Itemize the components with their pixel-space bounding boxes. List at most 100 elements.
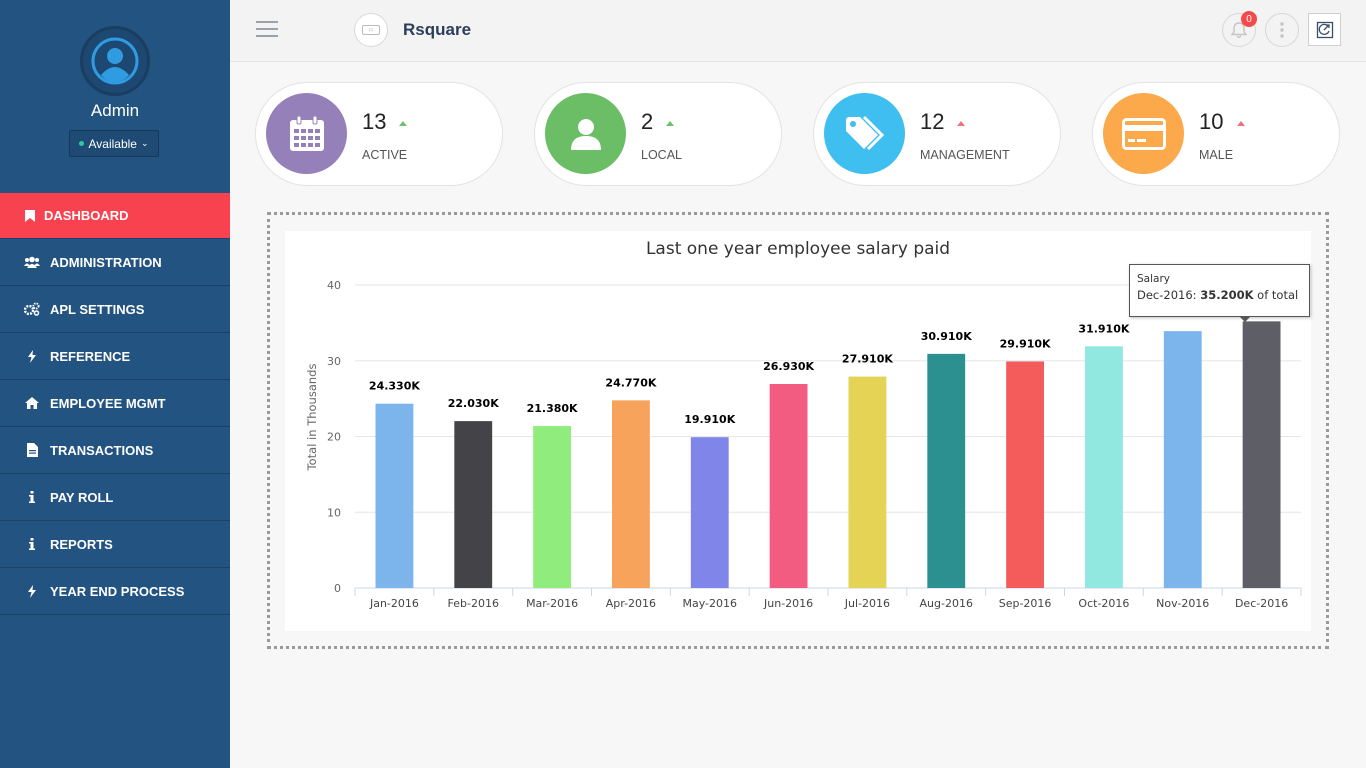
more-options-button[interactable] — [1265, 13, 1299, 47]
x-tick-label: Nov-2016 — [1156, 597, 1209, 610]
tags-icon — [845, 115, 884, 150]
x-tick-label: Dec-2016 — [1235, 597, 1288, 610]
notifications-button[interactable] — [1222, 13, 1256, 47]
bar-sep-2016[interactable] — [1006, 361, 1045, 588]
trend-up-icon — [1237, 121, 1245, 126]
sidebar-item-transactions[interactable]: TRANSACTIONS — [0, 427, 230, 474]
calendar-icon — [289, 115, 324, 151]
stat-value: 13 — [362, 109, 387, 134]
sidebar-item-label: APL SETTINGS — [50, 301, 145, 317]
bookmark-icon — [22, 209, 38, 222]
x-tick-label: Aug-2016 — [920, 597, 973, 610]
salary-chart: Last one year employee salary paid Total… — [285, 231, 1311, 631]
sidebar-item-reports[interactable]: REPORTS — [0, 521, 230, 568]
y-tick-label: 30 — [327, 355, 341, 368]
exit-icon — [1316, 21, 1333, 38]
bolt-icon — [24, 349, 40, 363]
tooltip-series: Salary — [1137, 273, 1170, 285]
stat-value: 10 — [1199, 109, 1224, 134]
data-label: 22.030K — [448, 397, 499, 410]
chart-frame — [267, 212, 1329, 649]
bar-aug-2016[interactable] — [927, 353, 966, 588]
data-label: 24.770K — [605, 376, 656, 389]
tooltip-line: Dec-2016: 35.200K of total — [1137, 288, 1302, 302]
stat-card-management[interactable]: 12 MANAGEMENT — [813, 82, 1061, 186]
sidebar-item-label: DASHBOARD — [44, 208, 129, 223]
hamburger-menu-icon[interactable] — [256, 21, 278, 37]
sidebar-item-employee-mgmt[interactable]: EMPLOYEE MGMT — [0, 380, 230, 427]
availability-dropdown[interactable]: Available ⌄ — [69, 130, 159, 157]
sidebar-item-label: PAY ROLL — [50, 489, 114, 505]
data-label: 21.380K — [527, 402, 578, 415]
data-label: 19.910K — [684, 413, 735, 426]
stat-value: 2 — [641, 109, 654, 134]
stat-label: LOCAL — [641, 148, 682, 162]
bar-feb-2016[interactable] — [454, 421, 493, 588]
stat-label: ACTIVE — [362, 148, 408, 162]
data-label: 26.930K — [763, 360, 814, 373]
sidebar-item-administration[interactable]: ADMINISTRATION — [0, 239, 230, 286]
sidebar-item-label: REPORTS — [50, 536, 113, 552]
stat-label: MANAGEMENT — [920, 148, 1010, 162]
bar-oct-2016[interactable] — [1084, 346, 1123, 588]
vertical-dots-icon — [1280, 22, 1284, 38]
bolt-icon — [24, 584, 40, 598]
y-tick-label: 40 — [327, 279, 341, 292]
trend-up-icon — [399, 121, 407, 126]
sidebar-item-label: REFERENCE — [50, 348, 131, 364]
info-icon — [24, 538, 40, 550]
stat-label: MALE — [1199, 148, 1234, 162]
sidebar-item-label: YEAR END PROCESS — [50, 583, 185, 599]
brand-logo-icon: ▭ — [354, 13, 388, 47]
user-avatar-icon[interactable] — [80, 26, 150, 96]
home-icon — [24, 397, 40, 409]
user-icon — [570, 118, 601, 150]
x-tick-label: Jun-2016 — [763, 597, 813, 610]
bar-nov-2016[interactable] — [1163, 331, 1202, 588]
bar-dec-2016[interactable] — [1242, 321, 1281, 588]
bar-may-2016[interactable] — [690, 437, 729, 588]
bar-mar-2016[interactable] — [533, 426, 572, 588]
bar-jul-2016[interactable] — [848, 376, 887, 588]
tooltip-category: Dec-2016: — [1137, 288, 1201, 302]
sidebar-item-apl-settings[interactable]: APL SETTINGS — [0, 286, 230, 333]
data-label: 30.910K — [921, 330, 972, 343]
stat-card-local[interactable]: 2 LOCAL — [534, 82, 782, 186]
sidebar-item-reference[interactable]: REFERENCE — [0, 333, 230, 380]
cogs-icon — [24, 302, 40, 316]
trend-up-icon — [666, 121, 674, 126]
brand-name: Rsquare — [403, 20, 472, 39]
bar-apr-2016[interactable] — [611, 400, 650, 588]
sidebar: Admin Available ⌄ DASHBOARD ADMINISTRATI… — [0, 0, 230, 768]
x-tick-label: Sep-2016 — [999, 597, 1052, 610]
data-label: 24.330K — [369, 380, 420, 393]
data-label: 31.910K — [1078, 322, 1129, 335]
data-label: 29.910K — [1000, 337, 1051, 350]
sidebar-item-label: ADMINISTRATION — [50, 254, 162, 270]
y-tick-label: 20 — [327, 431, 341, 444]
stat-card-active[interactable]: 13 ACTIVE — [255, 82, 503, 186]
chart-title: Last one year employee salary paid — [645, 239, 951, 259]
sidebar-item-year-end-process[interactable]: YEAR END PROCESS — [0, 568, 230, 615]
fullscreen-exit-button[interactable] — [1308, 13, 1341, 46]
y-tick-label: 0 — [334, 582, 341, 595]
stat-value: 12 — [920, 109, 945, 134]
chart-plot[interactable]: Total in Thousands 0 10 20 30 40 24.330K 22.0… — [285, 231, 1311, 631]
stat-icon-circle — [266, 93, 347, 174]
tooltip-suffix: of total — [1253, 288, 1299, 302]
stat-icon-circle — [545, 93, 626, 174]
sidebar-item-dashboard[interactable]: DASHBOARD — [0, 193, 230, 239]
x-tick-label: May-2016 — [682, 597, 737, 610]
sidebar-item-label: EMPLOYEE MGMT — [50, 395, 166, 411]
file-icon — [24, 443, 40, 457]
x-tick-label: Mar-2016 — [526, 597, 578, 610]
bar-jan-2016[interactable] — [375, 403, 414, 588]
stat-card-male[interactable]: 10 MALE — [1092, 82, 1340, 186]
trend-up-icon — [957, 121, 965, 126]
bar-jun-2016[interactable] — [769, 384, 808, 588]
sidebar-item-pay-roll[interactable]: PAY ROLL — [0, 474, 230, 521]
x-tick-label: Feb-2016 — [448, 597, 499, 610]
x-tick-label: Oct-2016 — [1078, 597, 1129, 610]
stat-icon-circle — [1103, 93, 1184, 174]
tooltip-value: 35.200K — [1200, 288, 1254, 302]
